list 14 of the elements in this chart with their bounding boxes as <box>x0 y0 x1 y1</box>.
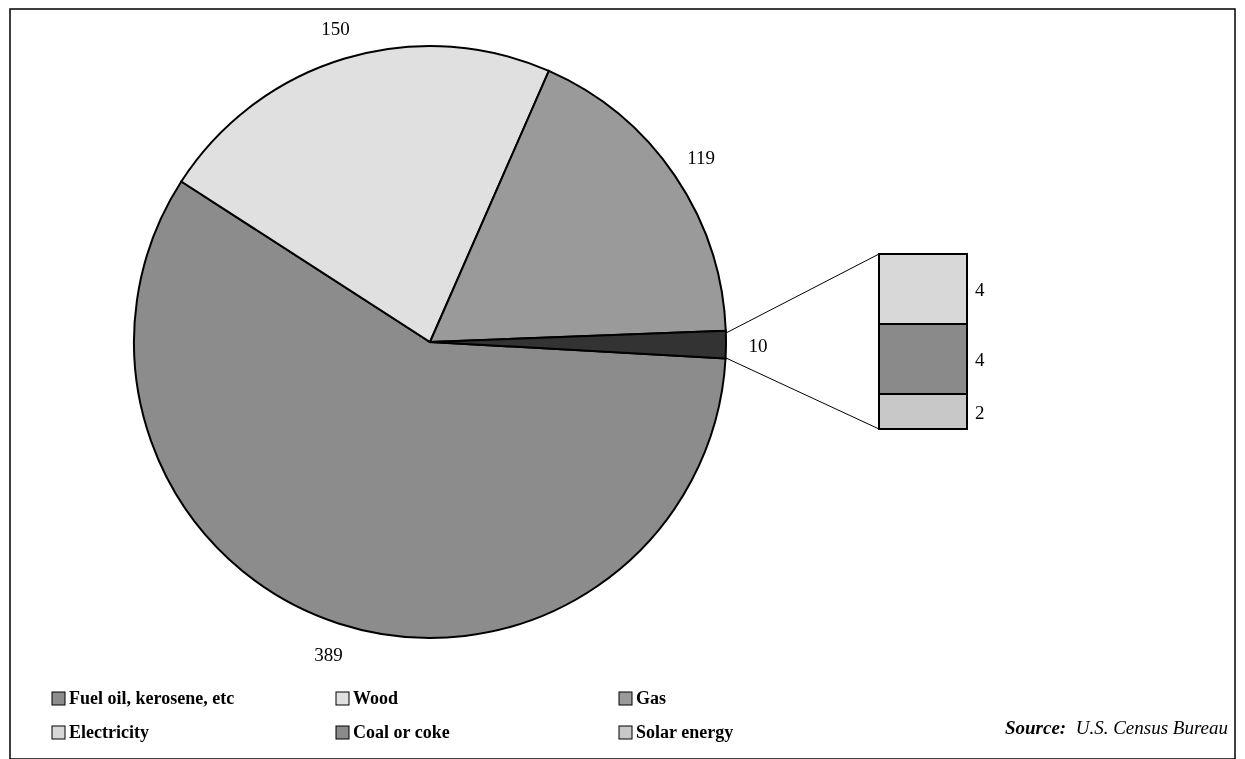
data-label: 4 <box>975 349 985 370</box>
data-label: 10 <box>748 334 768 356</box>
source-note: Source: U.S. Census Bureau <box>1004 717 1228 738</box>
legend-label: Electricity <box>69 722 149 742</box>
legend-label: Solar energy <box>636 722 734 742</box>
data-label: 2 <box>975 401 985 423</box>
legend-label: Fuel oil, kerosene, etc <box>69 688 235 708</box>
data-label: 119 <box>687 147 715 169</box>
legend-label: Wood <box>353 688 399 708</box>
data-label: 389 <box>314 643 343 665</box>
legend-label: Coal or coke <box>353 722 450 742</box>
data-label: 150 <box>321 17 350 39</box>
data-label: 4 <box>975 279 985 300</box>
legend-label: Gas <box>636 688 667 708</box>
